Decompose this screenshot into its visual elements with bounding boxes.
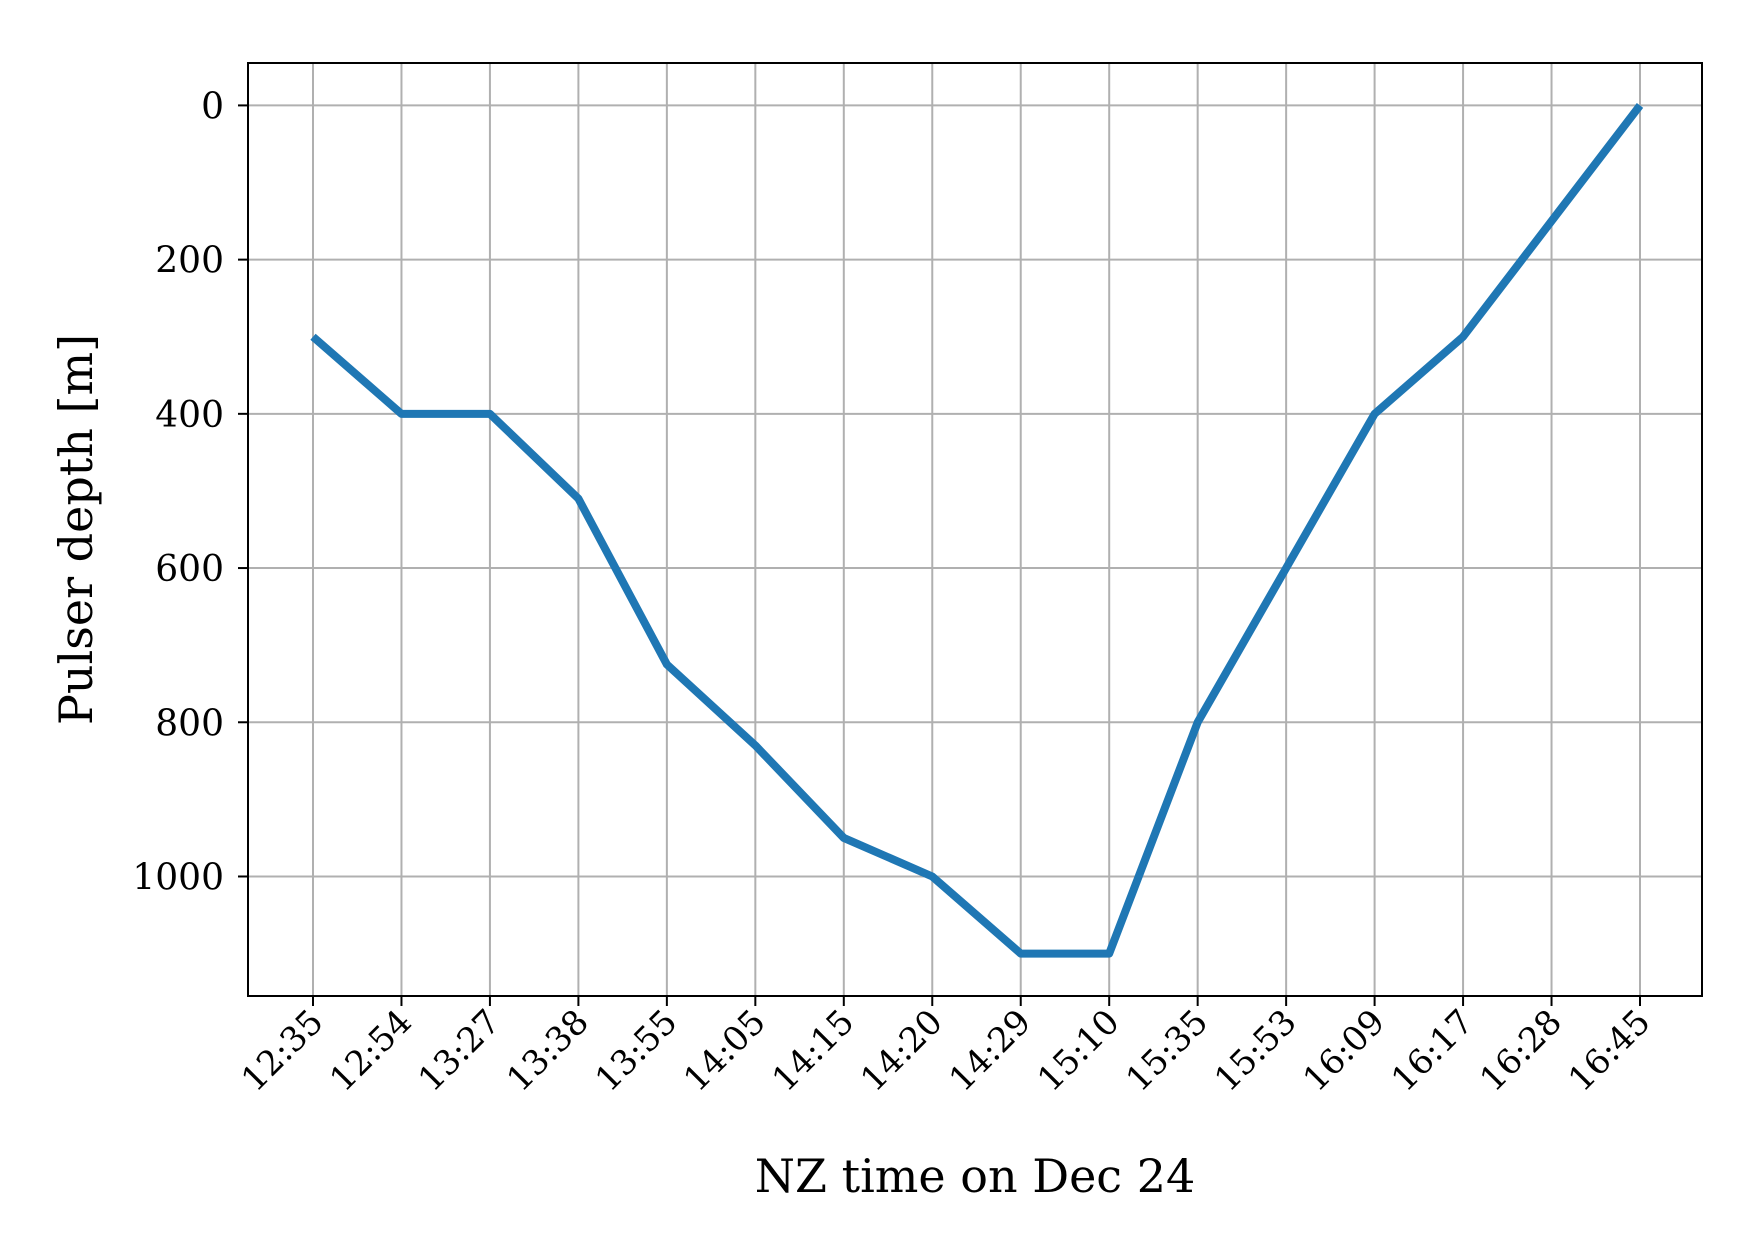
y-tick-label: 800 (155, 703, 224, 744)
x-tick-label: 14:05 (676, 1002, 774, 1100)
x-tick-label: 13:55 (588, 1002, 686, 1100)
x-tick-label: 15:10 (1030, 1002, 1128, 1100)
x-tick-label: 12:54 (322, 1002, 420, 1100)
x-tick-label: 15:35 (1118, 1002, 1216, 1100)
depth-series-line (310, 102, 1644, 958)
x-tick-label: 16:09 (1295, 1002, 1393, 1100)
grid (248, 63, 1702, 996)
x-tick-label: 16:17 (1384, 1002, 1482, 1100)
x-tick-label: 14:29 (942, 1002, 1040, 1100)
y-tick-label: 1000 (132, 857, 224, 898)
y-axis-label: Pulser depth [m] (49, 334, 103, 725)
x-tick-label: 16:28 (1472, 1002, 1570, 1100)
x-tick-label: 13:38 (499, 1002, 597, 1100)
x-tick-label: 13:27 (411, 1002, 509, 1100)
y-tick-label: 0 (201, 86, 224, 127)
series-layer (310, 102, 1644, 958)
x-tick-label: 16:45 (1561, 1002, 1659, 1100)
x-tick-label: 12:35 (234, 1002, 332, 1100)
x-axis-label: NZ time on Dec 24 (755, 1149, 1195, 1203)
x-tick-label: 14:15 (765, 1002, 863, 1100)
plot-frame (247, 62, 1703, 997)
x-tick-label: 15:53 (1207, 1002, 1305, 1100)
y-tick-label: 600 (155, 549, 224, 590)
y-tick-label: 400 (155, 395, 224, 436)
x-tick-label: 14:20 (853, 1002, 951, 1100)
ticks: 12:3512:5413:2713:3813:5514:0514:1514:20… (132, 86, 1658, 1099)
y-tick-label: 200 (155, 241, 224, 282)
